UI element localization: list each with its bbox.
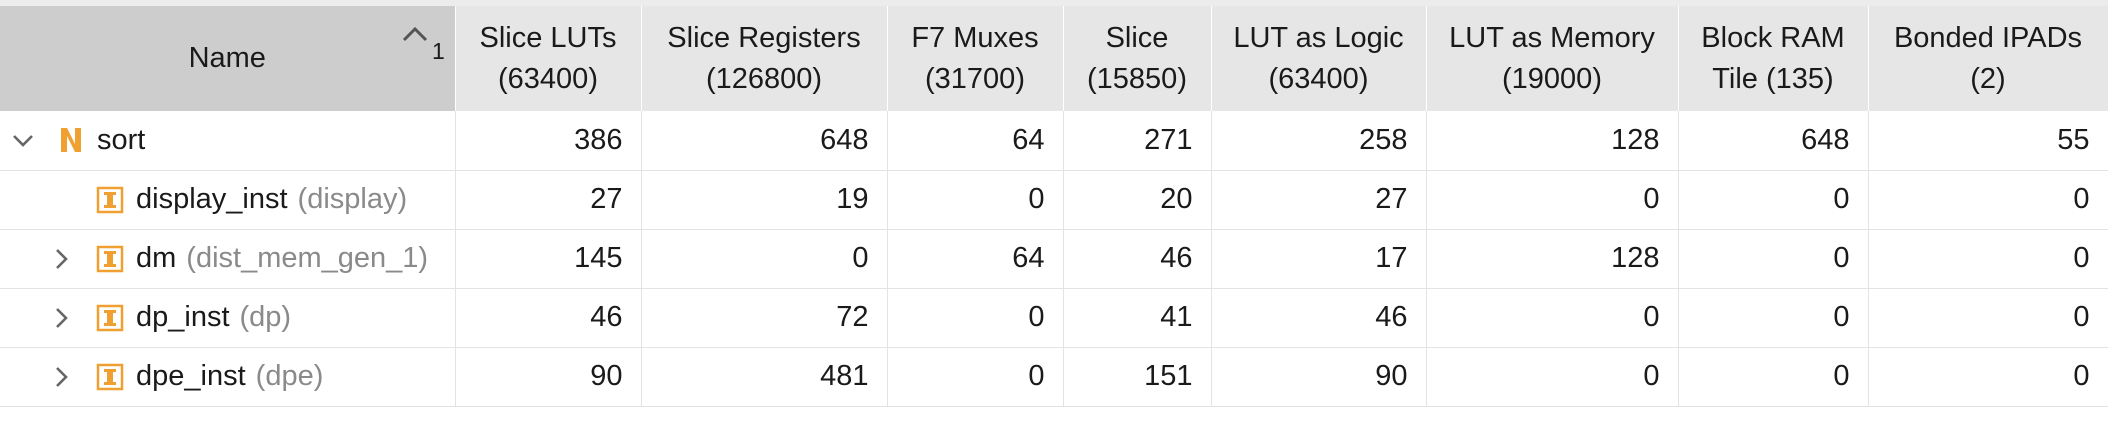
cell-lut-as-memory: 128 — [1426, 111, 1679, 171]
module-name: (display) — [297, 183, 408, 215]
cell-slice: 271 — [1063, 111, 1212, 171]
cell-lut-as-logic: 46 — [1211, 288, 1427, 348]
table-top-border — [0, 0, 2108, 6]
table-row-display-inst[interactable]: display_inst (display) 27 19 0 20 27 0 0… — [0, 170, 2108, 230]
cell-slice-registers: 72 — [641, 288, 888, 348]
cell-slice: 20 — [1063, 170, 1212, 230]
cell-lut-as-memory: 128 — [1426, 229, 1679, 289]
column-header-line2: Tile (135) — [1712, 62, 1834, 95]
column-header-line2: (19000) — [1502, 62, 1602, 95]
column-header-slice[interactable]: Slice (15850) — [1063, 6, 1212, 111]
cell-slice-luts: 386 — [455, 111, 642, 171]
chevron-down-icon[interactable] — [10, 127, 36, 153]
instance-icon — [96, 363, 124, 391]
cell-slice-luts: 46 — [455, 288, 642, 348]
module-name: (dpe) — [255, 360, 324, 392]
cell-f7-muxes: 0 — [887, 347, 1064, 407]
chevron-right-icon[interactable] — [48, 246, 74, 272]
column-header-line1: Slice — [1105, 21, 1169, 54]
module-name: (dp) — [239, 301, 292, 333]
column-header-line2: (126800) — [705, 62, 823, 95]
cell-bonded-ipads: 0 — [1868, 288, 2108, 348]
cell-bonded-ipads: 55 — [1868, 111, 2108, 171]
cell-slice-registers: 19 — [641, 170, 888, 230]
cell-lut-as-memory: 0 — [1426, 288, 1679, 348]
cell-bonded-ipads: 0 — [1868, 347, 2108, 407]
cell-f7-muxes: 0 — [887, 288, 1064, 348]
cell-slice-luts: 27 — [455, 170, 642, 230]
column-header-line1: F7 Muxes — [911, 21, 1039, 54]
table-row-sort[interactable]: sort 386 648 64 271 258 128 648 55 — [0, 111, 2108, 171]
column-header-name-label: Name — [188, 42, 266, 74]
cell-block-ram-tile: 0 — [1678, 170, 1869, 230]
column-header-block-ram-tile[interactable]: Block RAM Tile (135) — [1678, 6, 1869, 111]
cell-lut-as-logic: 27 — [1211, 170, 1427, 230]
name-cell[interactable]: dpe_inst (dpe) — [0, 347, 456, 407]
instance-name: sort — [97, 123, 146, 156]
cell-f7-muxes: 64 — [887, 111, 1064, 171]
name-cell[interactable]: sort — [0, 111, 456, 171]
cell-block-ram-tile: 0 — [1678, 288, 1869, 348]
cell-bonded-ipads: 0 — [1868, 170, 2108, 230]
cell-bonded-ipads: 0 — [1868, 229, 2108, 289]
chevron-right-icon[interactable] — [48, 364, 74, 390]
cell-block-ram-tile: 0 — [1678, 347, 1869, 407]
cell-lut-as-logic: 90 — [1211, 347, 1427, 407]
module-name: (dist_mem_gen_1) — [186, 242, 429, 274]
instance-name: display_inst — [136, 183, 288, 215]
instance-icon — [96, 245, 124, 273]
column-header-f7-muxes[interactable]: F7 Muxes (31700) — [887, 6, 1064, 111]
table-row-dp-inst[interactable]: dp_inst (dp) 46 72 0 41 46 0 0 0 — [0, 288, 2108, 348]
cell-slice-registers: 481 — [641, 347, 888, 407]
sort-ascending-icon[interactable] — [400, 16, 430, 42]
column-header-line2: (63400) — [1268, 62, 1369, 95]
column-header-line2: (15850) — [1087, 62, 1187, 95]
column-header-line1: Slice LUTs — [479, 21, 617, 54]
column-header-line2: (63400) — [498, 62, 598, 95]
header-row: Name 1 Slice LUTs (63400) Slice Register… — [0, 6, 2108, 111]
cell-f7-muxes: 64 — [887, 229, 1064, 289]
column-header-name[interactable]: Name 1 — [0, 6, 456, 111]
instance-icon — [96, 304, 124, 332]
column-header-line1: Slice Registers — [667, 21, 861, 54]
cell-f7-muxes: 0 — [887, 170, 1064, 230]
table-row-dm[interactable]: dm (dist_mem_gen_1) 145 0 64 46 17 128 0… — [0, 229, 2108, 289]
cell-lut-as-memory: 0 — [1426, 347, 1679, 407]
cell-block-ram-tile: 648 — [1678, 111, 1869, 171]
column-header-line2: (2) — [1970, 62, 2006, 95]
instance-name: dpe_inst — [136, 360, 246, 392]
column-header-line2: (31700) — [925, 62, 1025, 95]
instance-name: dp_inst — [136, 301, 230, 333]
name-cell[interactable]: display_inst (display) — [0, 170, 456, 230]
column-header-lut-as-logic[interactable]: LUT as Logic (63400) — [1211, 6, 1427, 111]
column-header-slice-luts[interactable]: Slice LUTs (63400) — [455, 6, 642, 111]
cell-slice: 41 — [1063, 288, 1212, 348]
column-header-line1: Block RAM — [1701, 21, 1845, 54]
cell-lut-as-memory: 0 — [1426, 170, 1679, 230]
column-header-line1: Bonded IPADs — [1893, 21, 2083, 54]
cell-lut-as-logic: 258 — [1211, 111, 1427, 171]
column-header-bonded-ipads[interactable]: Bonded IPADs (2) — [1868, 6, 2108, 111]
cell-block-ram-tile: 0 — [1678, 229, 1869, 289]
cell-slice-registers: 648 — [641, 111, 888, 171]
sort-order-number: 1 — [432, 38, 445, 64]
column-header-line1: LUT as Memory — [1449, 21, 1655, 54]
table-row-dpe-inst[interactable]: dpe_inst (dpe) 90 481 0 151 90 0 0 0 — [0, 347, 2108, 407]
cell-slice-luts: 145 — [455, 229, 642, 289]
cell-slice: 46 — [1063, 229, 1212, 289]
column-header-line1: LUT as Logic — [1233, 21, 1404, 54]
chevron-right-icon[interactable] — [48, 305, 74, 331]
cell-slice-registers: 0 — [641, 229, 888, 289]
name-cell[interactable]: dp_inst (dp) — [0, 288, 456, 348]
cell-slice-luts: 90 — [455, 347, 642, 407]
name-cell[interactable]: dm (dist_mem_gen_1) — [0, 229, 456, 289]
column-header-slice-registers[interactable]: Slice Registers (126800) — [641, 6, 888, 111]
cell-lut-as-logic: 17 — [1211, 229, 1427, 289]
cell-slice: 151 — [1063, 347, 1212, 407]
instance-icon — [96, 186, 124, 214]
top-module-icon — [57, 126, 85, 154]
column-header-lut-as-memory[interactable]: LUT as Memory (19000) — [1426, 6, 1679, 111]
instance-name: dm — [136, 242, 177, 274]
